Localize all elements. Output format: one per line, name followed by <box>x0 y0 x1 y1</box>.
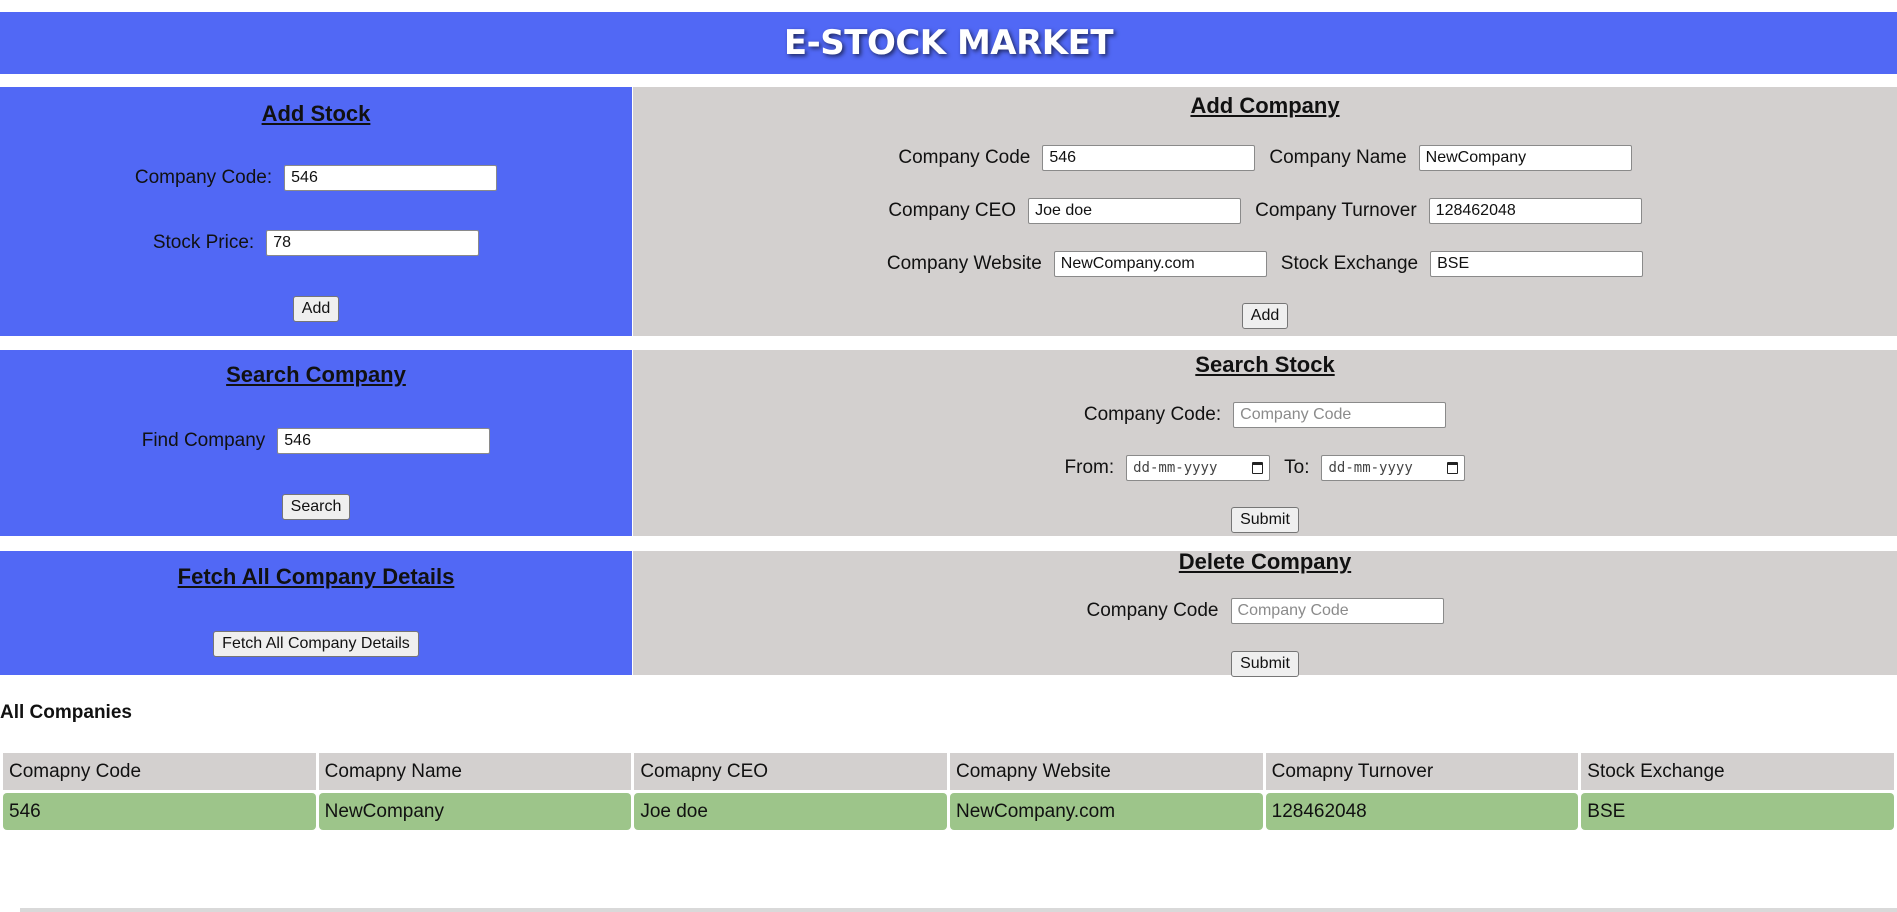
stock-price-input[interactable] <box>266 230 480 256</box>
table-row: 546 NewCompany Joe doe NewCompany.com 12… <box>3 793 1894 830</box>
stock-exchange-input[interactable] <box>1430 251 1644 277</box>
search-stock-panel: Search Stock Company Code: From: dd-mm-y… <box>633 350 1897 536</box>
from-date-placeholder: dd-mm-yyyy <box>1133 460 1218 476</box>
company-name-input[interactable] <box>1418 145 1632 171</box>
app-header: E-STOCK MARKET <box>0 12 1897 74</box>
to-date-placeholder: dd-mm-yyyy <box>1328 460 1413 476</box>
company-code-label: Company Code <box>898 147 1031 168</box>
table-cell: BSE <box>1581 793 1894 830</box>
company-name-label: Company Name <box>1269 147 1407 168</box>
add-stock-title: Add Stock <box>261 101 371 126</box>
column-header: Comapny Turnover <box>1265 753 1579 790</box>
search-company-title: Search Company <box>226 362 406 387</box>
delete-company-code-label: Company Code <box>1086 600 1219 621</box>
table-cell: 546 <box>3 793 316 830</box>
company-website-label: Company Website <box>886 253 1042 274</box>
stock-exchange-label: Stock Exchange <box>1280 253 1419 274</box>
company-ceo-input[interactable] <box>1028 198 1242 224</box>
add-company-button[interactable]: Add <box>1241 303 1289 329</box>
to-date-label: To: <box>1284 457 1310 478</box>
calendar-icon[interactable] <box>1447 462 1459 474</box>
search-company-button[interactable]: Search <box>281 494 351 520</box>
table-header-row: Comapny Code Comapny Name Comapny CEO Co… <box>3 753 1894 790</box>
delete-company-title: Delete Company <box>1178 549 1352 574</box>
company-ceo-label: Company CEO <box>888 200 1017 221</box>
column-header: Stock Exchange <box>1581 753 1894 790</box>
column-header: Comapny CEO <box>634 753 947 790</box>
from-date-label: From: <box>1064 457 1115 478</box>
stock-company-code-label: Company Code: <box>134 167 273 188</box>
delete-company-submit-button[interactable]: Submit <box>1231 651 1299 677</box>
find-company-input[interactable] <box>277 428 491 454</box>
column-header: Comapny Code <box>3 753 316 790</box>
all-companies-title: All Companies <box>0 702 132 723</box>
company-website-input[interactable] <box>1053 251 1267 277</box>
to-date-input[interactable]: dd-mm-yyyy <box>1321 455 1466 481</box>
horizontal-scrollbar[interactable] <box>20 908 1897 912</box>
search-stock-submit-button[interactable]: Submit <box>1231 507 1299 533</box>
add-stock-panel: Add Stock Company Code: Stock Price: Add <box>0 87 632 336</box>
table-cell: Joe doe <box>634 793 947 830</box>
from-date-input[interactable]: dd-mm-yyyy <box>1126 455 1271 481</box>
stock-price-label: Stock Price: <box>152 232 255 253</box>
calendar-icon[interactable] <box>1252 462 1264 474</box>
company-turnover-input[interactable] <box>1428 198 1642 224</box>
fetch-all-title: Fetch All Company Details <box>177 564 455 589</box>
search-stock-title: Search Stock <box>1195 352 1335 377</box>
column-header: Comapny Name <box>318 753 632 790</box>
companies-table: Comapny Code Comapny Name Comapny CEO Co… <box>0 750 1897 833</box>
table-cell: NewCompany <box>318 793 632 830</box>
fetch-all-button[interactable]: Fetch All Company Details <box>213 631 419 657</box>
company-code-input[interactable] <box>1042 145 1256 171</box>
stock-company-code-input[interactable] <box>284 165 498 191</box>
add-company-title: Add Company <box>1190 93 1340 118</box>
add-stock-button[interactable]: Add <box>292 296 340 322</box>
table-cell: NewCompany.com <box>949 793 1263 830</box>
delete-company-panel: Delete Company Company Code Submit <box>633 549 1897 677</box>
delete-company-code-input[interactable] <box>1230 598 1444 624</box>
search-stock-code-input[interactable] <box>1233 402 1447 428</box>
find-company-label: Find Company <box>141 430 266 451</box>
company-turnover-label: Company Turnover <box>1255 200 1417 221</box>
column-header: Comapny Website <box>949 753 1263 790</box>
table-cell: 128462048 <box>1265 793 1579 830</box>
search-company-panel: Search Company Find Company Search <box>0 350 632 536</box>
add-company-panel: Add Company Company Code Company Name Co… <box>633 87 1897 336</box>
search-stock-code-label: Company Code: <box>1083 404 1222 425</box>
app-title: E-STOCK MARKET <box>783 23 1114 63</box>
fetch-all-panel: Fetch All Company Details Fetch All Comp… <box>0 551 632 675</box>
